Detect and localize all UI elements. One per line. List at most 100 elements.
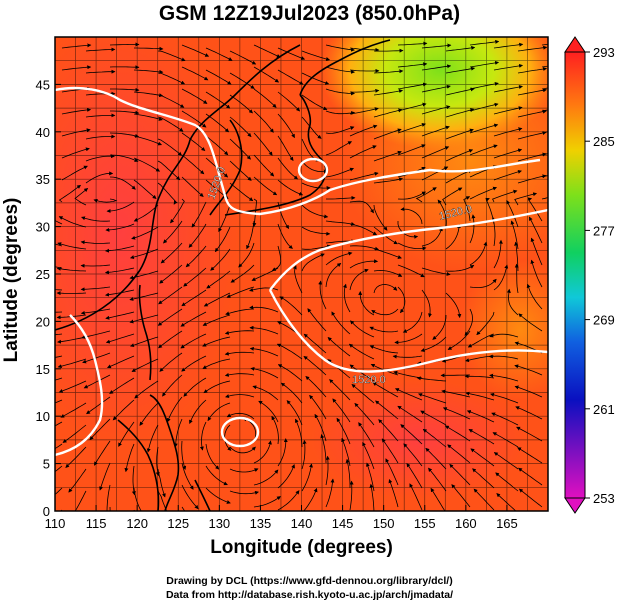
streamline [105,245,135,253]
streamline [397,286,406,314]
streamline [250,366,279,379]
streamline [301,72,330,85]
streamline [180,311,207,327]
streamline [369,345,399,354]
streamline [105,289,135,297]
streamline [491,216,496,247]
streamline [65,446,87,468]
streamline [58,380,87,393]
streamline [252,385,279,401]
streamline [277,364,303,382]
streamline [202,314,231,326]
streamline [373,177,404,184]
streamline [133,135,163,146]
streamline [183,377,207,397]
streamline [62,424,87,443]
streamline [495,472,519,492]
streamline [188,223,207,248]
streamline [318,280,327,310]
streamline [349,245,380,251]
x-tick-label: 160 [455,516,477,531]
colorbar-label: 285 [593,134,615,149]
streamline [309,394,327,420]
streamline [55,311,63,313]
streamline [325,251,353,266]
streamline [105,333,135,344]
streamline [55,377,63,381]
streamline [493,239,503,269]
streamline [277,438,288,467]
streamline [105,484,111,511]
streamline [205,47,233,61]
streamline [157,490,168,511]
streamline [86,396,111,415]
streamline [472,468,495,489]
streamline [181,440,187,471]
streamline [157,138,183,156]
streamline [518,467,543,486]
streamline [307,308,327,332]
streamline [162,374,183,397]
streamline [320,434,327,464]
streamline [325,478,335,508]
streamline [527,197,543,222]
contour-small-closed [297,157,329,183]
streamline [85,69,116,74]
streamline [469,214,476,244]
streamline [158,330,183,349]
streamline [118,421,135,447]
streamline [199,421,207,451]
y-tick-label: 25 [36,267,50,282]
streamline [205,443,220,470]
streamline [325,126,355,134]
contour-label: 1520.0 [352,374,386,386]
y-tick-label: 35 [36,172,50,187]
streamline [470,448,495,467]
streamline [253,110,274,133]
streamline [110,110,140,115]
streamline [181,176,204,197]
streamline [277,179,304,196]
streamline [202,358,231,369]
streamline [131,226,159,240]
streamline [224,330,255,335]
streamline [451,484,471,508]
streamline [421,125,450,137]
y-tick-label: 15 [36,362,50,377]
contour-low-closed [220,416,260,448]
streamline [397,82,428,90]
streamline [421,146,450,159]
streamline [229,160,252,181]
streamline [447,330,471,350]
streamline [61,128,91,137]
streamline [349,200,374,214]
streamline [74,490,87,511]
contour-south [268,289,548,373]
streamline [493,452,519,470]
streamline [249,325,279,335]
streamline [325,66,355,74]
streamline [229,182,254,202]
y-tick-label: 10 [36,409,50,424]
streamline [325,110,356,115]
streamline [493,148,523,159]
streamline [61,65,92,71]
streamline [514,192,538,206]
streamline [253,496,281,508]
streamline [85,171,114,184]
streamline [336,417,351,445]
streamline [327,359,351,379]
streamline [207,402,231,422]
streamline [301,204,329,219]
streamline [124,443,135,473]
streamline [325,455,330,486]
streamline [515,406,543,420]
streamline [425,447,447,470]
streamline [371,308,399,316]
streamline [421,226,443,247]
streamline [301,182,331,191]
streamline [516,426,543,442]
streamline [493,63,524,71]
streamline [421,105,451,115]
streamline [493,127,523,137]
